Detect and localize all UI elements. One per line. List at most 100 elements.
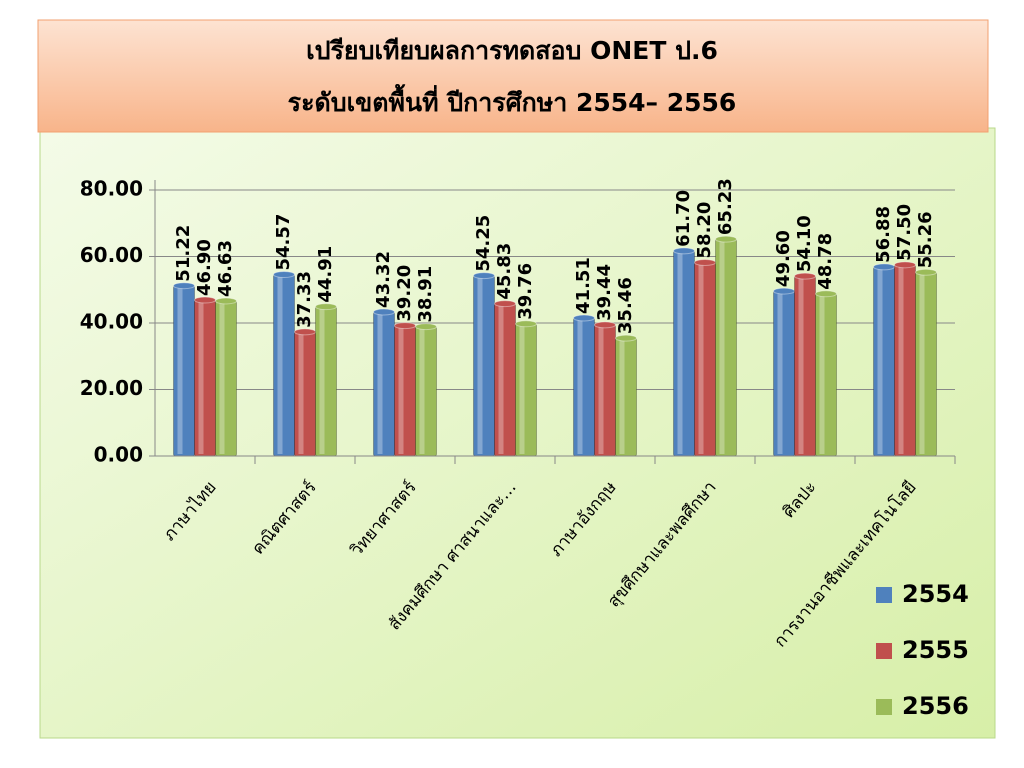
value-label: 44.91 — [315, 246, 336, 303]
bar-cap — [394, 322, 416, 330]
value-label: 54.57 — [273, 214, 294, 271]
chart-subtitle: ระดับเขตพื้นที่ ปีการศึกษา 2554– 2556 — [288, 83, 737, 117]
bar-shine — [819, 295, 825, 454]
bar — [873, 266, 895, 457]
bar — [894, 264, 916, 457]
bar-cap — [894, 261, 916, 269]
bar-cap — [415, 323, 437, 331]
bar-shine — [498, 305, 504, 454]
y-tick-label: 20.00 — [80, 376, 143, 400]
value-label: 46.90 — [194, 239, 215, 296]
value-label: 46.63 — [215, 240, 236, 297]
legend-label: 2555 — [902, 636, 969, 664]
bar — [194, 299, 216, 457]
bar — [594, 324, 616, 457]
bar — [673, 250, 695, 457]
y-tick-label: 0.00 — [94, 443, 143, 467]
bar-cap — [815, 290, 837, 298]
value-label: 45.83 — [494, 243, 515, 300]
bar-shine — [198, 302, 204, 454]
bar-shine — [177, 287, 183, 454]
value-label: 39.76 — [515, 263, 536, 320]
value-label: 56.88 — [873, 206, 894, 263]
bar-cap — [615, 334, 637, 342]
bar-shine — [919, 274, 925, 454]
value-label: 65.23 — [715, 178, 736, 235]
y-tick-label: 80.00 — [80, 177, 143, 201]
bar — [794, 275, 816, 457]
value-label: 35.46 — [615, 277, 636, 334]
bar-cap — [173, 282, 195, 290]
bar-cap — [294, 328, 316, 336]
value-label: 54.25 — [473, 215, 494, 272]
bar — [715, 238, 737, 457]
value-label: 43.32 — [373, 251, 394, 308]
bar-cap — [915, 268, 937, 276]
bar — [915, 271, 937, 457]
y-tick-label: 40.00 — [80, 310, 143, 334]
bar-shine — [377, 313, 383, 454]
bar-shine — [277, 276, 283, 454]
bar-cap — [315, 303, 337, 311]
bar — [394, 325, 416, 457]
value-label: 39.20 — [394, 265, 415, 322]
legend-label: 2556 — [902, 692, 969, 720]
bar-cap — [673, 247, 695, 255]
bar-cap — [194, 296, 216, 304]
legend-label: 2554 — [902, 580, 969, 608]
legend-swatch — [876, 699, 892, 715]
bar-shine — [219, 302, 225, 454]
bar — [373, 311, 395, 457]
bar-cap — [794, 272, 816, 280]
bar-shine — [577, 319, 583, 454]
bar-cap — [273, 271, 295, 279]
bar-shine — [598, 326, 604, 454]
y-tick-label: 60.00 — [80, 243, 143, 267]
bar-cap — [215, 297, 237, 305]
value-label: 54.10 — [794, 215, 815, 272]
bar-cap — [515, 320, 537, 328]
bar-cap — [873, 263, 895, 271]
bar-shine — [319, 308, 325, 454]
bar — [415, 326, 437, 457]
bar-cap — [715, 235, 737, 243]
bar-cap — [473, 272, 495, 280]
value-label: 37.33 — [294, 271, 315, 328]
value-label: 48.78 — [815, 233, 836, 290]
bar-shine — [877, 268, 883, 454]
bar-cap — [573, 314, 595, 322]
bar — [294, 331, 316, 457]
bar-cap — [694, 258, 716, 266]
bar-shine — [898, 266, 904, 454]
legend-swatch — [876, 587, 892, 603]
bar-shine — [798, 278, 804, 454]
title-box — [37, 19, 989, 133]
value-label: 61.70 — [673, 190, 694, 247]
bar-shine — [619, 340, 625, 454]
bar-shine — [677, 252, 683, 454]
value-label: 57.50 — [894, 204, 915, 261]
value-label: 38.91 — [415, 266, 436, 323]
value-label: 39.44 — [594, 264, 615, 321]
bar — [773, 290, 795, 457]
bar-cap — [373, 308, 395, 316]
bar — [494, 303, 516, 457]
bar-shine — [519, 325, 525, 454]
bar — [515, 323, 537, 457]
bar-shine — [698, 264, 704, 454]
bar-shine — [719, 241, 725, 454]
legend-swatch — [876, 643, 892, 659]
value-label: 58.20 — [694, 202, 715, 259]
value-label: 49.60 — [773, 230, 794, 287]
value-label: 55.26 — [915, 211, 936, 268]
bar — [273, 274, 295, 457]
chart-title: เปรียบเทียบผลการทดสอบ ONET ป.6 — [306, 36, 718, 65]
bar — [215, 300, 237, 457]
bar — [573, 317, 595, 457]
bar-cap — [773, 287, 795, 295]
bar — [173, 285, 195, 457]
bar-shine — [419, 328, 425, 454]
value-label: 51.22 — [173, 225, 194, 282]
bar-shine — [298, 333, 304, 454]
